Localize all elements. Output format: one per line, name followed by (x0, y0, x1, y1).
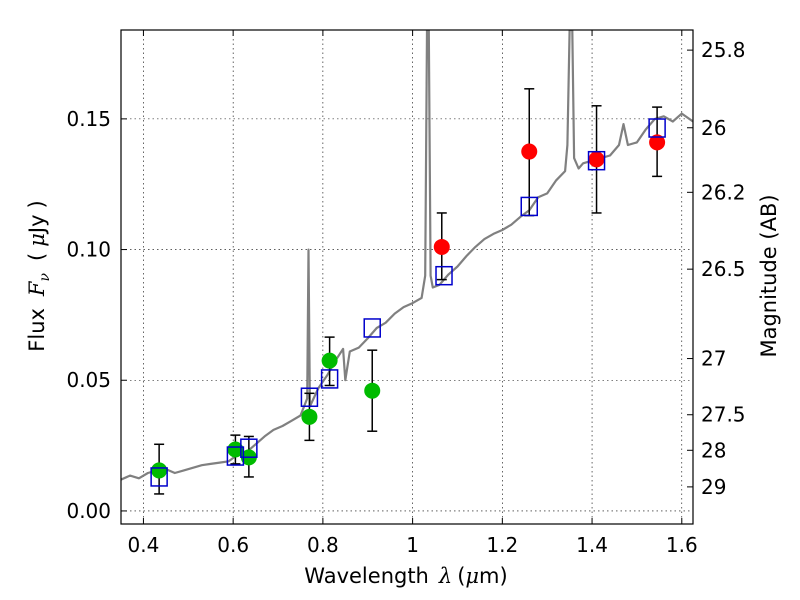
x-axis-ticks: 0.4 0.6 0.8 1 1.2 1.4 1.6 (128, 30, 698, 557)
synthetic-photometry-layer (150, 118, 666, 487)
observed-point-optical (321, 352, 338, 369)
synthetic-point (435, 265, 453, 286)
x-axis-title-symbol: λ (438, 564, 452, 588)
right-tick-label: 27 (701, 347, 726, 371)
grid (121, 30, 693, 524)
y-axis-title-unit-mu: μ (25, 233, 49, 247)
y-axis-title-symbol: F (25, 280, 49, 297)
observed-point-optical (227, 441, 244, 458)
observed-point-optical (301, 408, 318, 425)
x-tick-label: 1 (406, 533, 419, 557)
right-tick-label: 29 (701, 475, 726, 499)
y-axis-title-unit-open: ( (25, 253, 49, 261)
y-axis-ticks: 0.00 0.05 0.10 0.15 (66, 107, 127, 523)
x-axis-title-unit-mu: μ (465, 564, 479, 588)
synthetic-point (226, 446, 245, 466)
y-axis-title-text: Flux (25, 308, 49, 352)
x-tick-label: 0.6 (217, 533, 249, 557)
observed-point-optical (364, 382, 381, 399)
x-tick-label: 0.4 (128, 533, 160, 557)
synthetic-point (300, 387, 319, 407)
synthetic-point (320, 369, 339, 389)
x-tick-label: 0.8 (307, 533, 339, 557)
y-axis-title-unit-rest: Jy (25, 214, 49, 235)
x-tick-label: 1.2 (486, 533, 518, 557)
observed-point-nir (649, 134, 666, 151)
right-tick-label: 26.2 (701, 180, 746, 204)
y-axis-title-unit-close: ) (25, 200, 49, 208)
right-axis-title: Magnitude (AB) (757, 194, 781, 357)
synthetic-point (363, 318, 381, 338)
x-axis-title-unit-open: ( (457, 564, 465, 588)
right-tick-label: 25.8 (701, 38, 746, 62)
right-tick-label: 27.5 (701, 403, 746, 427)
synthetic-point (587, 150, 606, 171)
y-axis-title: Flux Fν ( μJy) (25, 200, 53, 351)
right-tick-label: 28 (701, 438, 726, 462)
synthetic-point (150, 467, 168, 487)
right-tick-label: 26 (701, 116, 726, 140)
observed-point-nir (433, 238, 450, 255)
y-tick-label: 0.05 (66, 368, 111, 392)
x-tick-label: 1.6 (666, 533, 698, 557)
right-tick-label: 26.5 (701, 257, 746, 281)
plot-area (121, 30, 693, 524)
x-tick-label: 1.4 (576, 533, 608, 557)
y-tick-label: 0.10 (66, 238, 111, 262)
x-axis-title: Wavelength λ (μm) (304, 564, 507, 588)
observed-point-optical (151, 462, 168, 479)
y-tick-label: 0.00 (66, 499, 111, 523)
synthetic-point (648, 118, 666, 138)
observed-point-nir (521, 143, 538, 160)
x-axis-title-text: Wavelength (304, 564, 429, 588)
x-axis-title-unit-rest: m) (479, 564, 508, 588)
synthetic-point (520, 196, 539, 217)
right-axis-ticks: 25.8 26 26.2 26.5 27 27.5 28 29 (687, 38, 746, 499)
plot-frame (120, 29, 694, 525)
y-tick-label: 0.15 (66, 107, 111, 131)
synthetic-point (240, 438, 258, 458)
observed-point-nir (588, 151, 605, 168)
y-axis-title-subscript: ν (37, 272, 53, 281)
